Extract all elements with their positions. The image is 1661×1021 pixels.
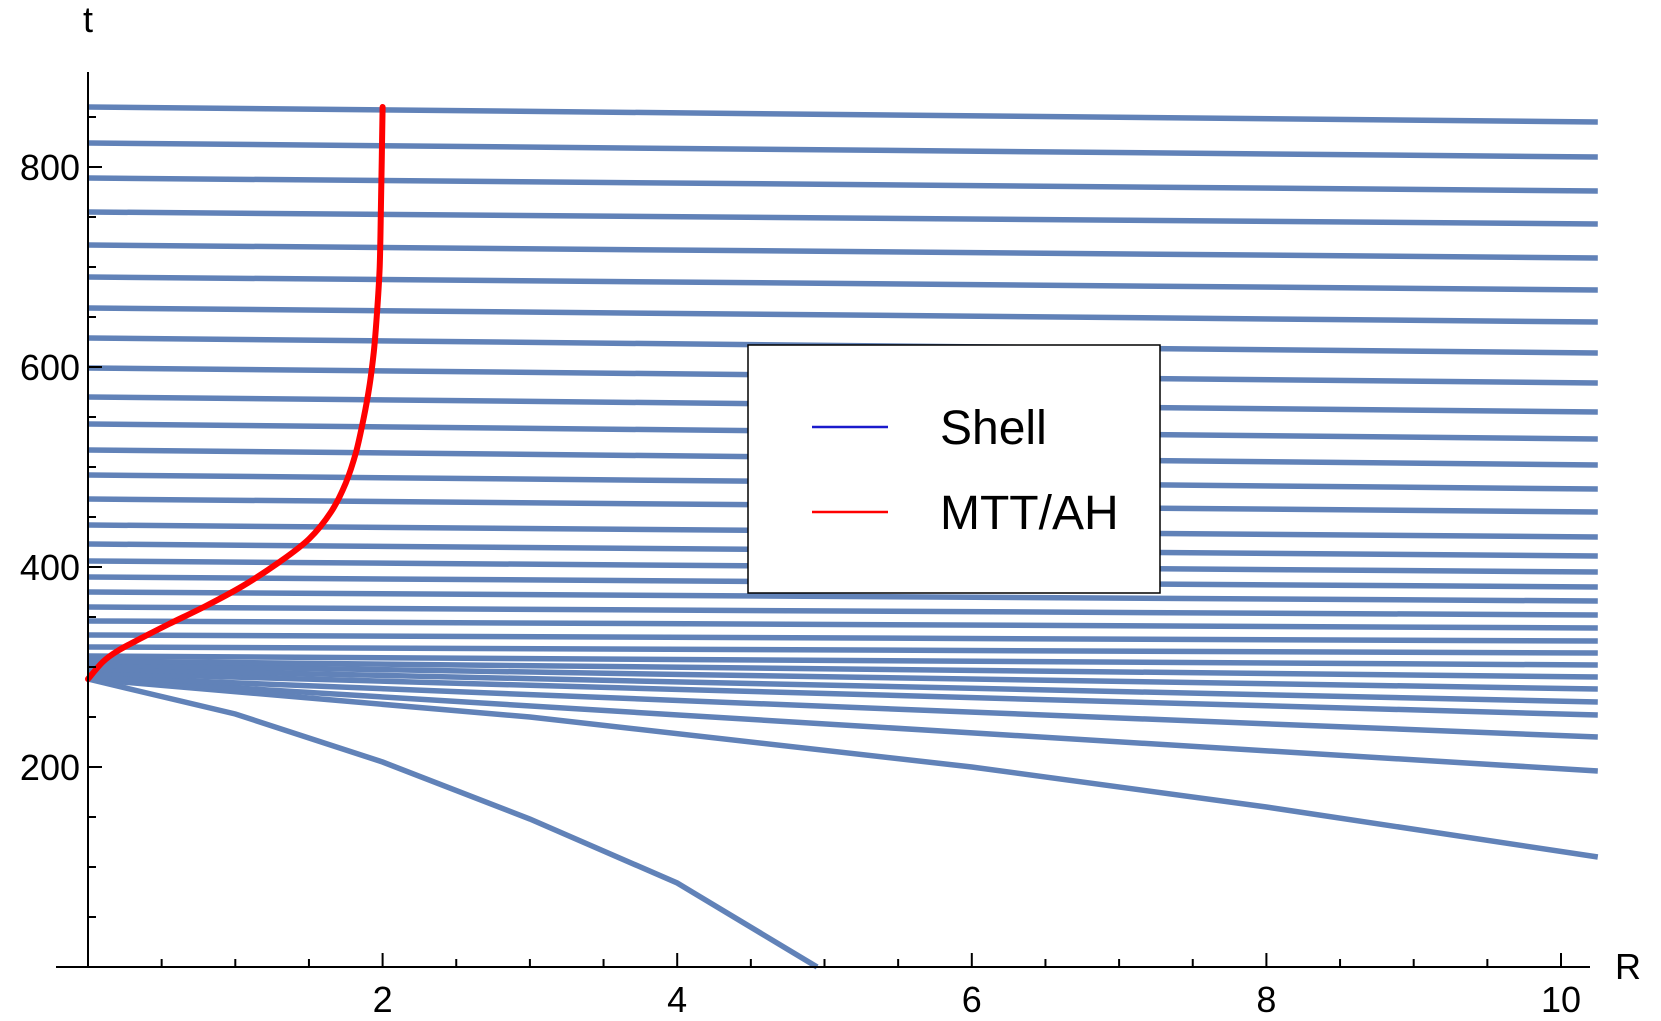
mtt-ah-line — [85, 104, 386, 682]
y-axis-ticks: 200 400 600 800 — [20, 116, 102, 918]
legend: Shell MTT/AH — [747, 344, 1161, 594]
shell-line-28 — [87, 209, 1598, 227]
y-axis-label: t — [83, 0, 93, 40]
x-axis-label: R — [1615, 946, 1641, 987]
shell-line-2 — [87, 676, 1598, 774]
shell-line-27 — [87, 242, 1598, 261]
x-tick-label: 10 — [1541, 979, 1581, 1020]
shell-line-29 — [87, 175, 1598, 194]
shell-line-7 — [87, 658, 1598, 680]
shell-line-11 — [87, 618, 1598, 631]
y-tick-label: 600 — [20, 347, 80, 388]
legend-box — [747, 344, 1161, 594]
legend-label-mtt-ah: MTT/AH — [940, 487, 1119, 540]
x-tick-label: 4 — [667, 979, 687, 1020]
shell-line-8 — [87, 653, 1598, 668]
shell-line-1 — [87, 676, 1599, 860]
shell-line-10 — [87, 632, 1598, 644]
shell-line-31 — [87, 104, 1598, 125]
shell-line-12 — [87, 604, 1598, 618]
y-tick-label: 200 — [20, 747, 80, 788]
shell-line-25 — [87, 305, 1598, 325]
shell-line-3 — [87, 674, 1598, 740]
legend-label-shell: Shell — [940, 402, 1047, 455]
shell-line-0 — [87, 676, 819, 970]
shell-line-5 — [87, 666, 1598, 705]
x-axis-ticks: 2 4 6 8 10 — [160, 953, 1581, 1020]
x-tick-label: 2 — [373, 979, 393, 1020]
shell-line-13 — [87, 589, 1598, 604]
shell-line-4 — [87, 670, 1598, 718]
x-tick-label: 8 — [1256, 979, 1276, 1020]
y-tick-label: 400 — [20, 547, 80, 588]
x-tick-label: 6 — [962, 979, 982, 1020]
shell-line-26 — [87, 274, 1598, 293]
shell-line-9 — [87, 644, 1598, 656]
y-tick-label: 800 — [20, 147, 80, 188]
shell-line-6 — [87, 662, 1598, 692]
axes: 2 4 6 8 10 200 400 600 800 R t — [20, 0, 1641, 1020]
shell-line-30 — [87, 140, 1598, 160]
mtt-ah-curve — [85, 104, 386, 682]
